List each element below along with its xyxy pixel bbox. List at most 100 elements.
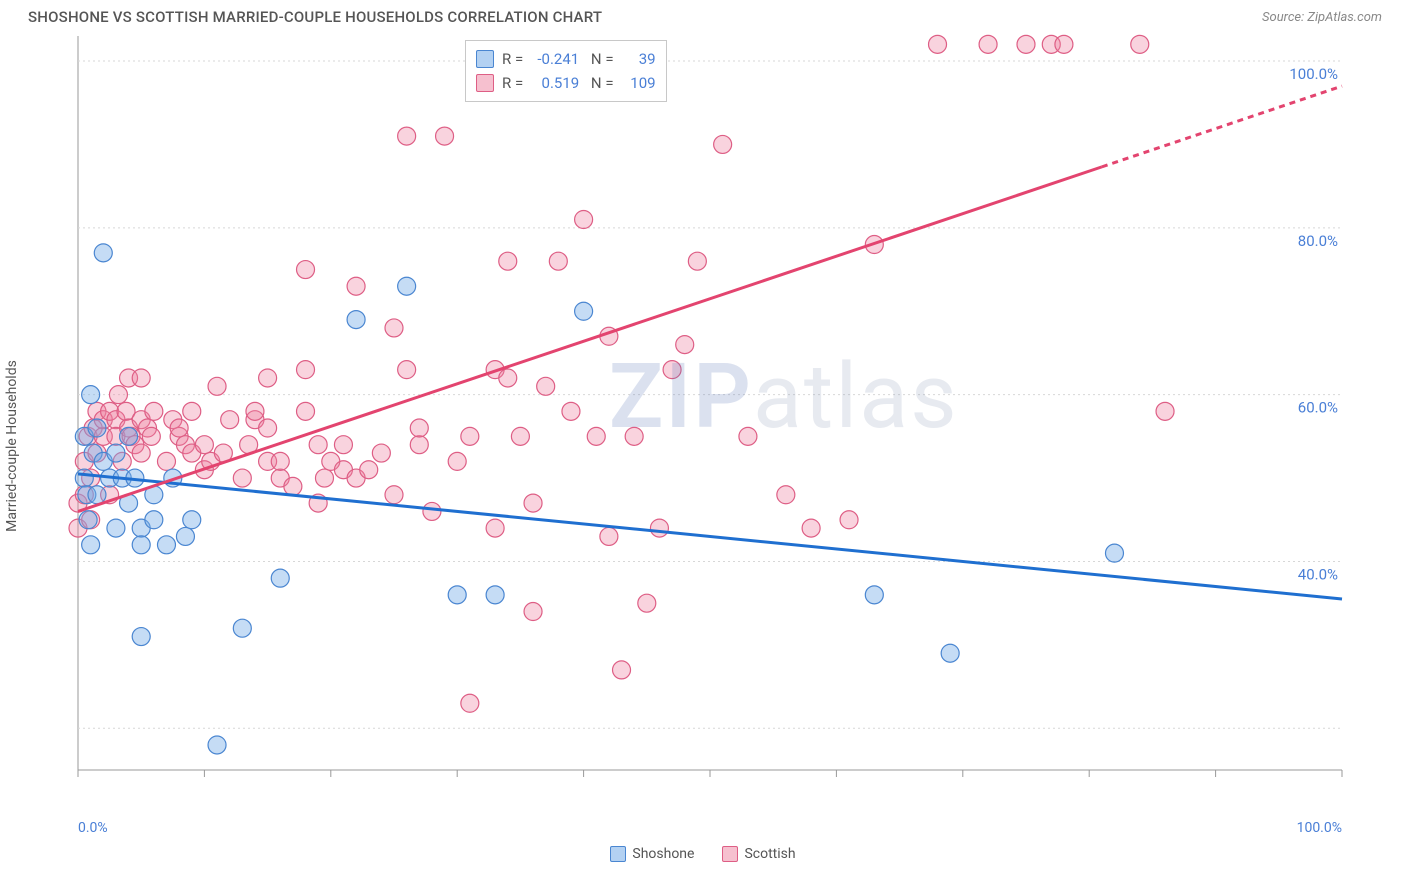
data-point (82, 536, 100, 554)
data-point (145, 511, 163, 529)
stats-row: R =0.519 N =109 (476, 71, 656, 95)
data-point (246, 402, 264, 420)
data-point (524, 603, 542, 621)
stats-swatch (476, 50, 494, 68)
data-point (398, 277, 416, 295)
chart-header: SHOSHONE VS SCOTTISH MARRIED-COUPLE HOUS… (0, 0, 1406, 30)
data-point (1105, 544, 1123, 562)
data-point (575, 302, 593, 320)
data-point (297, 402, 315, 420)
data-point (385, 486, 403, 504)
correlation-stats-box: R =-0.241 N =39R =0.519 N =109 (465, 40, 667, 102)
data-point (79, 511, 97, 529)
stats-r-label: R = (502, 71, 523, 95)
stats-row: R =-0.241 N =39 (476, 47, 656, 71)
data-point (315, 469, 333, 487)
data-point (88, 419, 106, 437)
x-tick-label: 100.0% (1297, 820, 1342, 836)
data-point (385, 319, 403, 337)
data-point (360, 461, 378, 479)
data-point (486, 586, 504, 604)
data-point (221, 411, 239, 429)
data-point (549, 252, 567, 270)
data-point (297, 361, 315, 379)
data-point (840, 511, 858, 529)
data-point (107, 444, 125, 462)
stats-n-label: N = (587, 47, 613, 71)
data-point (271, 569, 289, 587)
data-point (132, 536, 150, 554)
data-point (132, 628, 150, 646)
data-point (259, 369, 277, 387)
data-point (195, 436, 213, 454)
data-point (562, 402, 580, 420)
data-point (1131, 35, 1149, 53)
data-point (423, 502, 441, 520)
legend-label: Scottish (744, 846, 795, 862)
data-point (176, 527, 194, 545)
svg-text:60.0%: 60.0% (1298, 399, 1338, 417)
svg-text:100.0%: 100.0% (1289, 65, 1338, 83)
stats-r-label: R = (502, 47, 523, 71)
data-point (157, 536, 175, 554)
data-point (499, 252, 517, 270)
data-point (941, 644, 959, 662)
data-point (271, 452, 289, 470)
data-point (638, 594, 656, 612)
data-point (142, 427, 160, 445)
data-point (120, 427, 138, 445)
stats-r-value: 0.519 (531, 71, 579, 95)
data-point (233, 619, 251, 637)
data-point (157, 452, 175, 470)
data-point (88, 486, 106, 504)
y-axis-label: Married-couple Households (4, 360, 20, 532)
data-point (461, 427, 479, 445)
data-point (575, 211, 593, 229)
data-point (208, 377, 226, 395)
data-point (410, 436, 428, 454)
data-point (284, 477, 302, 495)
chart-title: SHOSHONE VS SCOTTISH MARRIED-COUPLE HOUS… (28, 8, 602, 26)
data-point (865, 586, 883, 604)
trend-line-extrapolated (1102, 86, 1342, 167)
data-point (777, 486, 795, 504)
data-point (132, 444, 150, 462)
data-point (486, 519, 504, 537)
data-point (183, 402, 201, 420)
data-point (297, 261, 315, 279)
chart-container: Married-couple Households 40.0%60.0%80.0… (20, 30, 1386, 862)
data-point (107, 519, 125, 537)
data-point (132, 369, 150, 387)
data-point (537, 377, 555, 395)
data-point (309, 436, 327, 454)
data-point (183, 511, 201, 529)
data-point (499, 369, 517, 387)
data-point (170, 419, 188, 437)
stats-n-value: 39 (622, 47, 656, 71)
legend-swatch (610, 846, 626, 862)
legend-item: Shoshone (610, 846, 694, 862)
data-point (929, 35, 947, 53)
data-point (398, 127, 416, 145)
legend-item: Scottish (722, 846, 795, 862)
data-point (75, 469, 93, 487)
trend-line (78, 474, 1342, 599)
data-point (1156, 402, 1174, 420)
data-point (625, 427, 643, 445)
data-point (347, 311, 365, 329)
svg-text:80.0%: 80.0% (1298, 232, 1338, 250)
data-point (739, 427, 757, 445)
data-point (436, 127, 454, 145)
x-axis-tick-labels: 0.0%100.0% (20, 820, 1360, 842)
data-point (524, 494, 542, 512)
data-point (663, 361, 681, 379)
stats-swatch (476, 74, 494, 92)
stats-n-label: N = (587, 71, 613, 95)
data-point (1055, 35, 1073, 53)
data-point (410, 419, 428, 437)
svg-text:40.0%: 40.0% (1298, 565, 1338, 583)
data-point (259, 419, 277, 437)
data-point (448, 452, 466, 470)
data-point (802, 519, 820, 537)
data-point (1017, 35, 1035, 53)
